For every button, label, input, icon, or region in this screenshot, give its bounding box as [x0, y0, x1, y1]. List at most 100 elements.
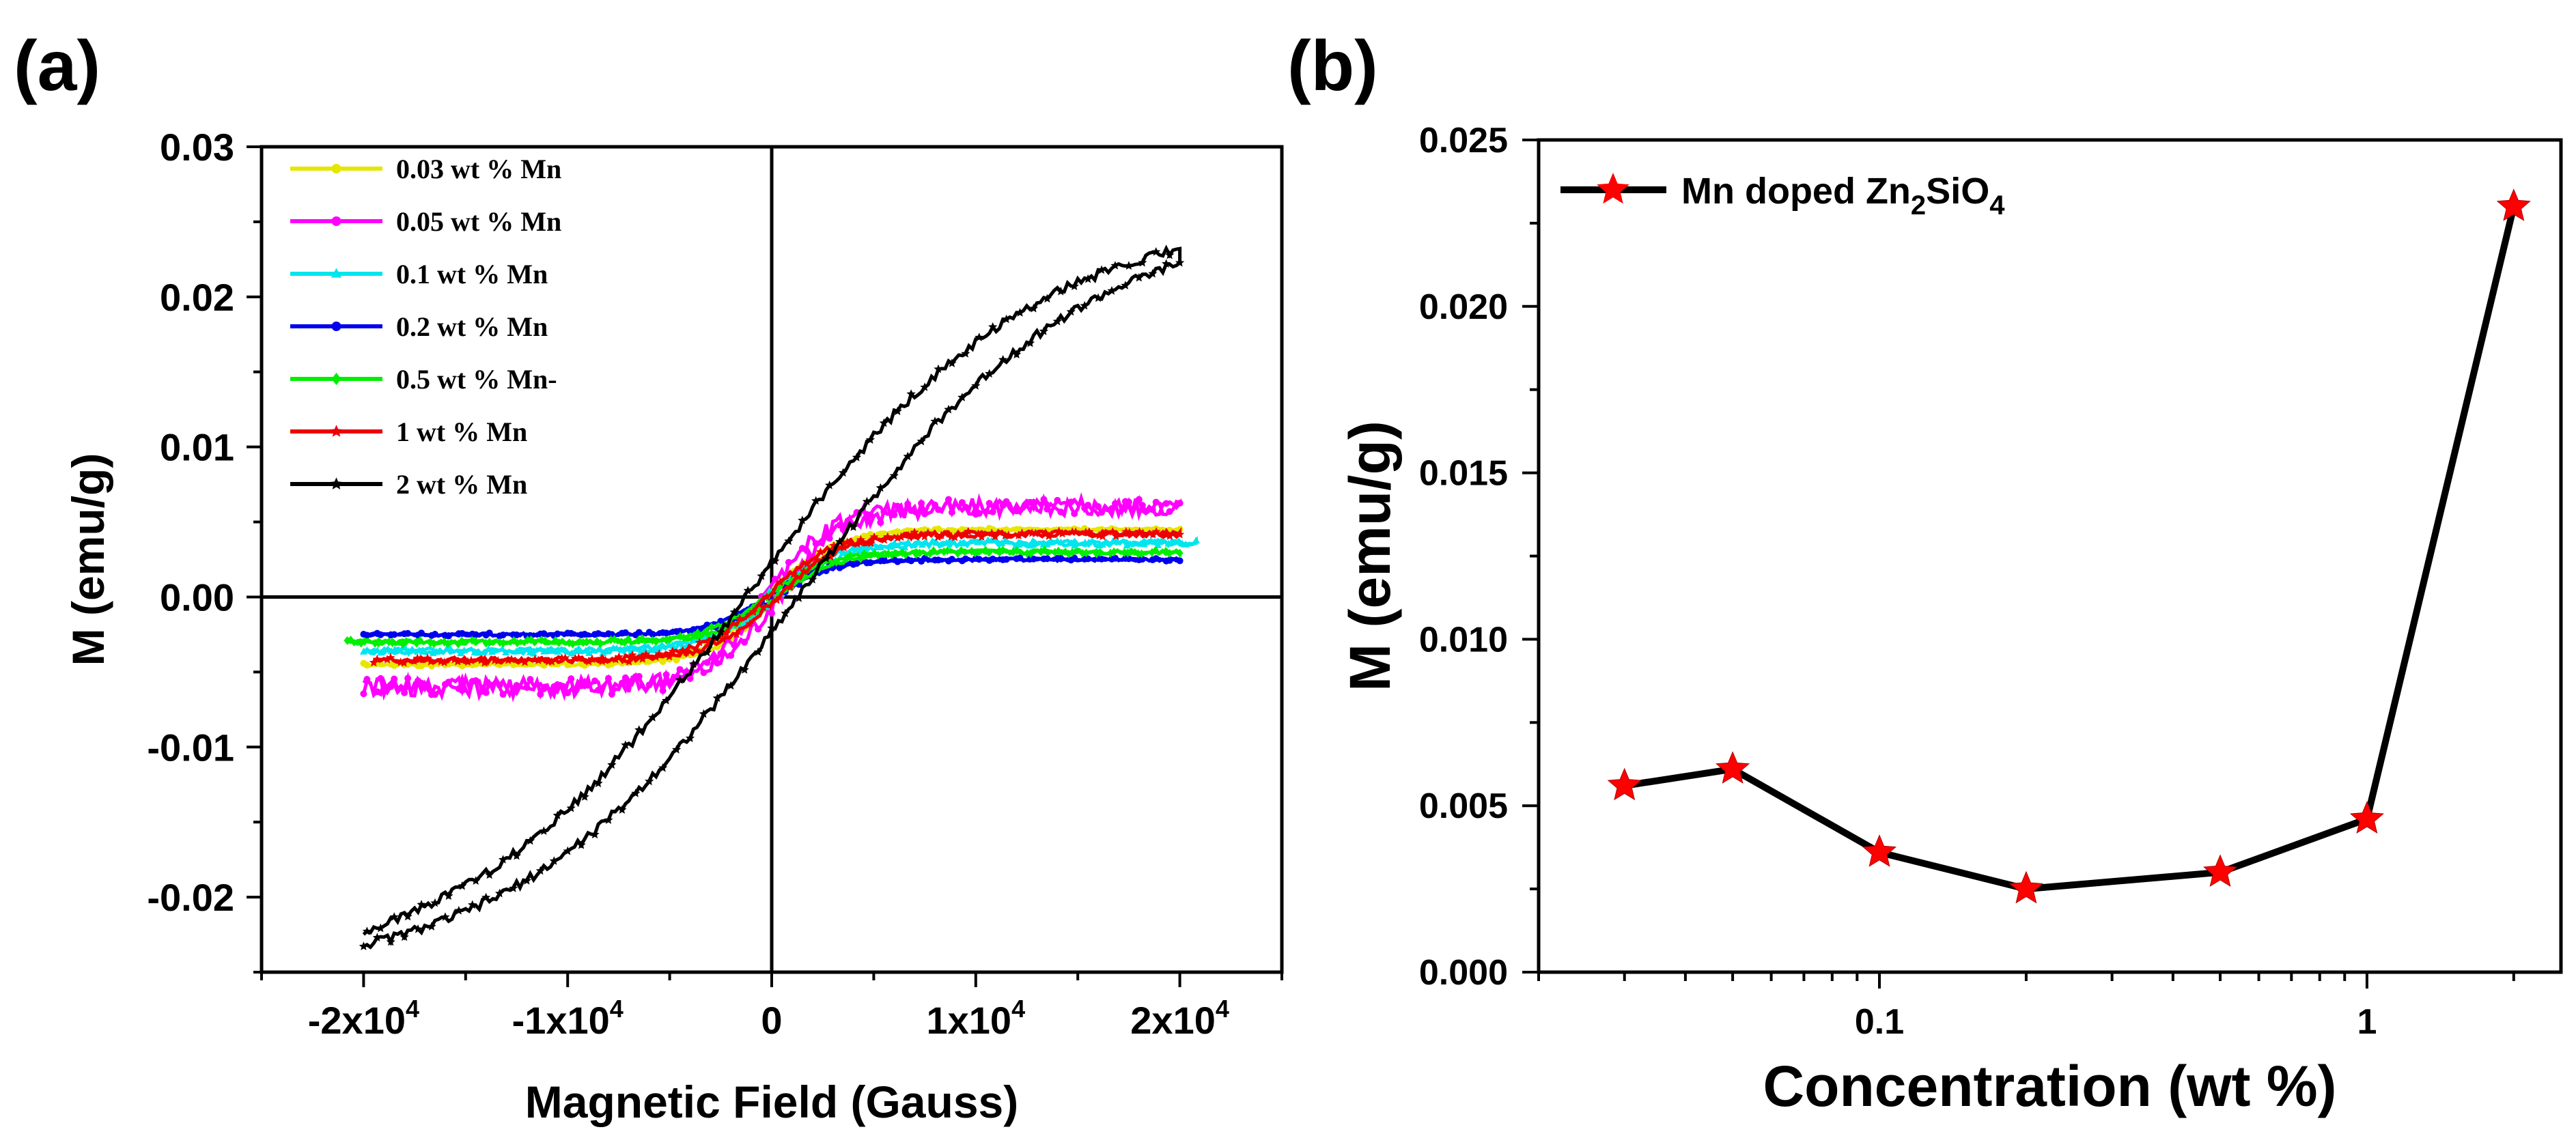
data-point-6	[975, 332, 984, 341]
data-point-2	[886, 543, 895, 550]
data-point-5	[1108, 527, 1117, 536]
data-point-4	[704, 629, 712, 639]
data-point-0	[458, 662, 466, 670]
data-point-1	[904, 500, 912, 508]
data-point-4	[708, 622, 715, 631]
data-point-2	[544, 646, 552, 653]
data-point-6	[906, 389, 916, 398]
data-point-4	[666, 634, 673, 644]
data-point-6	[1028, 303, 1039, 313]
data-point-2	[460, 646, 468, 653]
data-point-6	[552, 810, 562, 820]
data-point-5	[695, 638, 704, 647]
data-point-5	[557, 653, 567, 662]
data-point-6	[634, 725, 644, 734]
data-point-4	[971, 548, 979, 558]
data-point-1	[1040, 496, 1048, 503]
data-point-4	[874, 550, 882, 560]
data-point-6	[767, 623, 776, 632]
data-point-2	[516, 647, 524, 654]
data-point-0	[540, 662, 548, 669]
data-point-6	[930, 416, 940, 425]
data-point-6	[1124, 261, 1134, 270]
data-point-5	[409, 656, 419, 665]
data-point-3	[486, 629, 493, 637]
data-point-6	[1039, 326, 1049, 335]
data-point-6	[988, 322, 998, 331]
data-point-1	[391, 675, 398, 683]
data-point-6	[835, 537, 845, 546]
data-point-4	[611, 635, 618, 644]
data-point-6	[413, 924, 423, 933]
data-point-2	[1056, 538, 1065, 545]
data-point-3	[377, 631, 384, 638]
data-point-1	[1098, 509, 1106, 516]
x-tick-label: 2x104	[1130, 995, 1229, 1042]
data-point-6	[944, 404, 953, 414]
data-point-5	[731, 629, 742, 638]
data-point-5	[382, 655, 392, 664]
data-point-6	[1121, 281, 1130, 289]
data-point-6	[481, 892, 491, 902]
data-point-1	[975, 510, 983, 517]
data-point-6	[852, 453, 862, 462]
data-point-5	[1138, 528, 1148, 537]
data-point-1	[374, 688, 381, 696]
y-axis-title: M (emu/g)	[1338, 421, 1402, 692]
data-point-0	[391, 662, 398, 669]
data-point-3	[445, 632, 452, 640]
data-point-2	[1151, 538, 1159, 545]
data-point-6	[658, 763, 668, 772]
data-point-3	[676, 627, 684, 635]
data-point-3	[472, 631, 479, 638]
data-point-4	[514, 638, 521, 648]
data-point-3	[499, 631, 507, 639]
data-point-1	[540, 685, 548, 692]
data-point-2	[387, 647, 395, 655]
data-point-4	[375, 638, 382, 648]
data-point-1	[608, 690, 615, 698]
data-point-5	[1044, 531, 1054, 540]
legend-marker	[1597, 173, 1629, 204]
data-point-2	[457, 649, 465, 657]
data-point-4	[417, 636, 424, 645]
data-point-6	[1042, 294, 1052, 303]
legend-label: 0.05 wt % Mn	[396, 206, 561, 237]
data-point-1	[621, 674, 629, 681]
x-tick-label: -1x104	[512, 995, 624, 1042]
data-point-6	[645, 776, 654, 786]
data-point-3	[962, 555, 969, 563]
data-point-6	[1138, 257, 1147, 267]
data-point-4	[1166, 549, 1173, 558]
data-point-4	[542, 636, 549, 646]
data-point-1	[363, 676, 371, 683]
data-point-5	[843, 537, 852, 546]
data-point-2	[599, 649, 607, 656]
data-point-3	[1098, 555, 1106, 563]
data-point-2	[863, 543, 871, 551]
data-point-6	[671, 745, 682, 754]
data-point-5	[1017, 528, 1027, 537]
data-point-2	[1043, 540, 1051, 548]
data-point-5	[682, 647, 691, 656]
data-point-3	[867, 559, 874, 567]
data-point-2	[901, 543, 909, 551]
data-point-6	[1162, 259, 1171, 268]
data-point-2	[1029, 541, 1037, 548]
y-tick-label: 0.015	[1419, 454, 1508, 494]
data-point-6	[498, 855, 508, 864]
data-point-1	[703, 659, 711, 666]
data-point-5	[372, 654, 382, 664]
chart-a: -2x104 -1x104 0 1x104 2x104 0.03 0.02 0.01 0.00 -…	[63, 126, 1284, 1127]
y-tick-label: 0.01	[160, 426, 234, 469]
legend-marker	[330, 425, 343, 437]
data-point-6	[494, 888, 505, 898]
data-point-6	[957, 393, 967, 401]
data-point-6	[934, 364, 943, 373]
data-point-4	[1013, 546, 1020, 556]
data-point-3	[662, 629, 670, 637]
data-point-5	[463, 657, 473, 666]
data-point-5	[664, 651, 674, 661]
data-point-3	[690, 626, 697, 634]
